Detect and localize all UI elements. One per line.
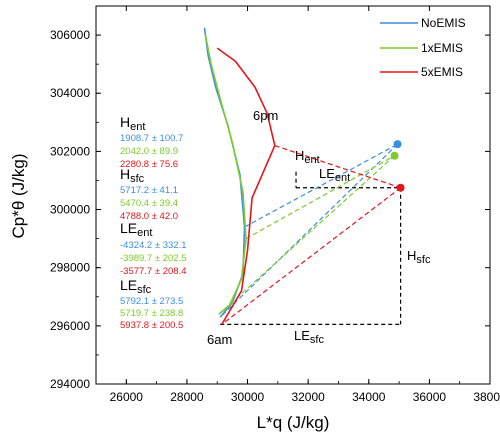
y-tick-label: 298000 — [50, 261, 90, 275]
y-tick-label: 304000 — [50, 86, 90, 100]
stats-h-ent-1xemis: 2042.0 ± 89.9 — [120, 146, 178, 157]
le-ent-sub: ent — [335, 172, 350, 184]
h-ent-sub: ent — [304, 154, 319, 166]
series-dash-6pm-5xemis — [274, 145, 401, 189]
h-sfc-label: Hsfc — [407, 248, 431, 266]
series-dash-6am-5xemis — [221, 187, 401, 325]
stats-le-ent-5xemis: -3577.7 ± 208.4 — [120, 266, 187, 277]
le-sfc-sub: sfc — [310, 334, 325, 346]
le-sfc-label: LEsfc — [294, 328, 324, 346]
le-sfc-main: LE — [294, 328, 310, 343]
stats-h-sfc: Hsfc 5717.2 ± 41.1 5470.4 ± 39.4 4788.0 … — [120, 166, 178, 222]
stats-le-sfc-noemis: 5792.1 ± 273.5 — [120, 296, 183, 307]
y-tick-label: 302000 — [50, 144, 90, 158]
stats-h-ent-5xemis: 2280.8 ± 75.6 — [120, 159, 178, 170]
y-tick-label: 294000 — [50, 377, 90, 391]
legend-label-noemis: NoEMIS — [421, 16, 466, 30]
stats-le-sfc-5xemis: 5937.8 ± 200.5 — [120, 320, 183, 331]
legend-label-5xemis: 5xEMIS — [421, 65, 463, 79]
stats-h-sfc-5xemis: 4788.0 ± 42.0 — [120, 211, 178, 222]
series-endpoint-1xemis — [390, 151, 399, 160]
x-axis-title: L*q (J/kg) — [257, 413, 330, 432]
x-tick-labels: 26000 28000 30000 32000 34000 36000 38000 — [110, 390, 500, 404]
h-sfc-sub: sfc — [416, 254, 431, 266]
x-tick-label: 28000 — [170, 390, 204, 404]
legend-label-1xemis: 1xEMIS — [421, 41, 463, 55]
series-endpoint-5xemis — [396, 183, 405, 192]
x-tick-label: 32000 — [291, 390, 325, 404]
le-ent-main: LE — [319, 166, 335, 181]
stats-le-ent-noemis: -4324.2 ± 332.1 — [120, 240, 187, 251]
plot-frame — [95, 5, 491, 385]
h-sfc-main: H — [407, 248, 416, 263]
stats-h-sfc-noemis: 5717.2 ± 41.1 — [120, 185, 178, 196]
x-tick-label: 26000 — [110, 390, 144, 404]
stats-h-ent: Hent 1908.7 ± 100.7 2042.0 ± 89.9 2280.8… — [120, 114, 183, 170]
x-tick-label: 36000 — [413, 390, 447, 404]
series-line-5xemis — [216, 47, 276, 325]
y-tick-label: 300000 — [50, 203, 90, 217]
label-6am: 6am — [207, 332, 232, 347]
series-dash-6am-noemis — [219, 143, 398, 318]
stats-le-sfc: LEsfc 5792.1 ± 273.5 5719.7 ± 238.8 5937… — [120, 277, 183, 331]
label-6pm: 6pm — [253, 108, 278, 123]
y-tick-labels: 294000 296000 298000 300000 302000 304000 3060… — [50, 28, 90, 391]
stats-h-ent-noemis: 1908.7 ± 100.7 — [120, 133, 183, 144]
budget-lines — [220, 171, 402, 325]
h-ent-main: H — [295, 148, 304, 163]
x-tick-label: 38000 — [473, 390, 500, 404]
y-axis-title: Cp*θ (J/kg) — [9, 153, 28, 238]
legend: NoEMIS 1xEMIS 5xEMIS — [380, 16, 466, 79]
series-dash-6pm-1xemis — [245, 155, 395, 240]
x-tick-label: 30000 — [231, 390, 265, 404]
le-ent-label: LEent — [319, 166, 350, 184]
series-line-1xemis — [204, 33, 247, 315]
stats-le-sfc-1xemis: 5719.7 ± 238.8 — [120, 308, 183, 319]
y-tick-label: 306000 — [50, 28, 90, 42]
axis-ticks — [95, 5, 491, 385]
stats-le-sfc-title: LEsfc — [120, 277, 152, 296]
y-tick-label: 296000 — [50, 319, 90, 333]
series-endpoints — [390, 140, 405, 192]
stats-h-ent-title: Hent — [120, 114, 145, 133]
series-lines — [203, 27, 401, 325]
stats-le-ent-title: LEent — [120, 220, 152, 239]
x-tick-label: 34000 — [352, 390, 386, 404]
series-endpoint-noemis — [393, 140, 402, 149]
h-ent-label: Hent — [295, 148, 320, 166]
stats-h-sfc-title: Hsfc — [120, 166, 145, 185]
stats-h-sfc-1xemis: 5470.4 ± 39.4 — [120, 198, 178, 209]
series-dash-6pm-noemis — [244, 143, 398, 228]
stats-le-ent: LEent -4324.2 ± 332.1 -3989.7 ± 202.5 -3… — [120, 220, 187, 277]
stats-le-ent-1xemis: -3989.7 ± 202.5 — [120, 253, 187, 264]
